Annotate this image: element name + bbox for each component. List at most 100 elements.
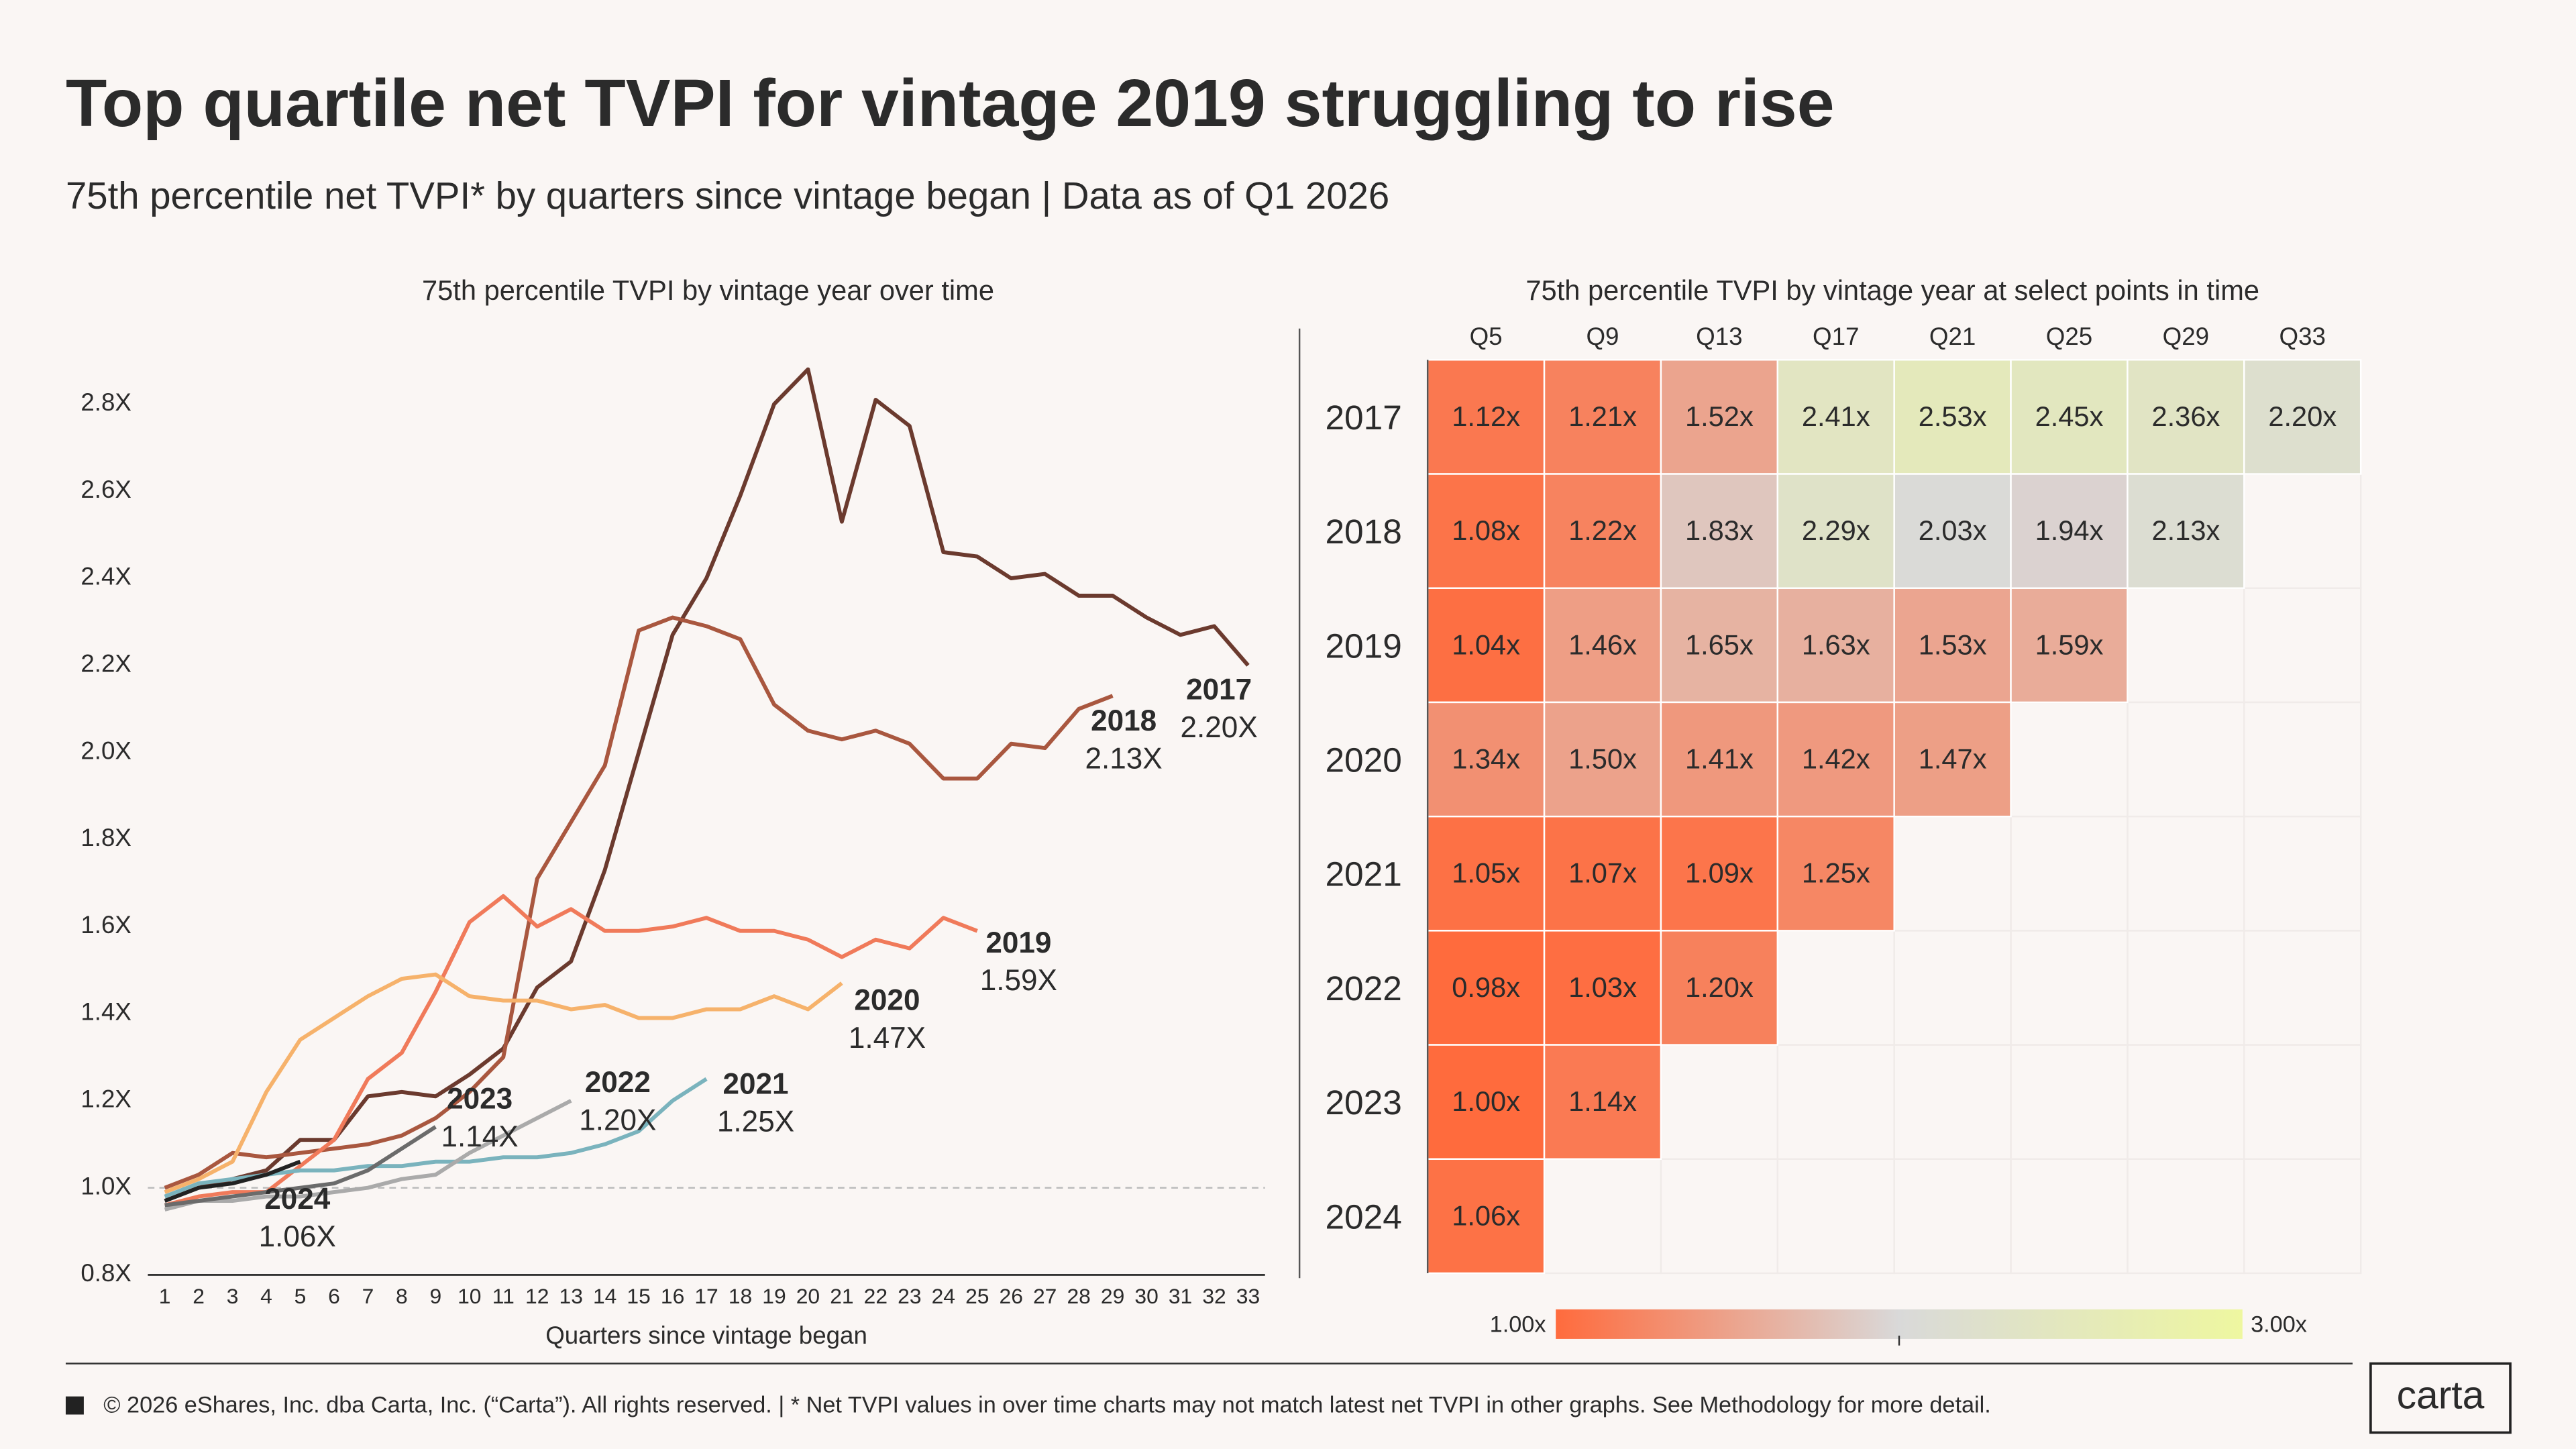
heatmap-cell — [1426, 473, 1546, 589]
x-tick-label: 1 — [159, 1284, 171, 1308]
cell-label: 0.98x — [1452, 971, 1520, 1003]
cell-label: 1.07x — [1568, 857, 1637, 889]
x-tick-label: 25 — [965, 1284, 989, 1308]
cell-label: 1.03x — [1568, 971, 1637, 1003]
heatmap-cell — [1776, 815, 1895, 932]
heatmap-cell — [1543, 930, 1662, 1046]
cell-label: 1.42x — [1802, 743, 1870, 774]
x-tick-label: 16 — [661, 1284, 684, 1308]
series-name-label: 2019 — [985, 926, 1051, 959]
x-tick-label: 12 — [525, 1284, 549, 1308]
row-label: 2018 — [1325, 512, 1401, 551]
cell-label: 1.06x — [1452, 1199, 1520, 1231]
cell-label: 1.09x — [1685, 857, 1754, 889]
heatmap-cell — [1543, 1044, 1662, 1160]
x-tick-label: 28 — [1067, 1284, 1090, 1308]
x-tick-label: 30 — [1134, 1284, 1158, 1308]
heatmap-cell — [1426, 1158, 1546, 1275]
x-tick-label: 14 — [593, 1284, 616, 1308]
x-tick-label: 21 — [830, 1284, 853, 1308]
series-line — [164, 1159, 301, 1203]
cell-label: 2.36x — [2151, 400, 2220, 432]
y-tick-label: 2.6X — [80, 476, 131, 503]
heatmap-cell — [1660, 930, 1779, 1046]
chart-title: 75th percentile TVPI by vintage year ove… — [422, 274, 994, 306]
column-label: Q13 — [1696, 323, 1742, 350]
y-tick-label: 2.0X — [80, 737, 131, 764]
column-label: Q33 — [2279, 323, 2326, 350]
page-subtitle: 75th percentile net TVPI* by quarters si… — [66, 174, 1389, 217]
cell-label: 1.20x — [1685, 971, 1754, 1003]
x-tick-label: 31 — [1169, 1284, 1192, 1308]
cell-label: 2.53x — [1919, 400, 1987, 432]
series-name-label: 2017 — [1186, 674, 1252, 706]
x-tick-label: 15 — [627, 1284, 650, 1308]
cell-label: 1.47x — [1919, 743, 1987, 774]
x-tick-label: 19 — [762, 1284, 786, 1308]
cell-label: 1.83x — [1685, 515, 1754, 546]
cell-label: 1.00x — [1452, 1085, 1520, 1117]
row-label: 2020 — [1325, 741, 1401, 780]
cell-label: 1.65x — [1685, 629, 1754, 660]
y-tick-label: 1.4X — [80, 998, 131, 1026]
cell-label: 2.41x — [1802, 400, 1870, 432]
x-tick-label: 20 — [796, 1284, 820, 1308]
y-tick-label: 2.8X — [80, 388, 131, 416]
footer-bullet — [65, 1396, 84, 1415]
x-tick-label: 29 — [1101, 1284, 1124, 1308]
series-name-label: 2022 — [585, 1066, 651, 1099]
y-tick-label: 2.4X — [80, 563, 131, 590]
x-tick-label: 7 — [362, 1284, 374, 1308]
heatmap-cell — [1776, 359, 1895, 475]
series-value-label: 1.20X — [579, 1104, 656, 1136]
cell-label: 1.22x — [1568, 515, 1637, 546]
series-name-label: 2023 — [447, 1082, 513, 1115]
series-value-label: 1.25X — [717, 1106, 794, 1138]
heatmap-cell — [2010, 473, 2129, 589]
y-tick-label: 1.0X — [80, 1172, 131, 1199]
grid-cell — [2243, 1158, 2362, 1275]
cell-label: 1.34x — [1452, 743, 1520, 774]
heatmap-cell — [1893, 587, 2012, 704]
x-tick-label: 17 — [694, 1284, 718, 1308]
x-tick-label: 33 — [1236, 1284, 1260, 1308]
series-line — [164, 1099, 572, 1212]
cell-label: 1.41x — [1685, 743, 1754, 774]
heatmap-cell — [1660, 701, 1779, 818]
heatmap-cell — [1426, 815, 1546, 932]
footer-text: © 2026 eShares, Inc. dba Carta, Inc. (“C… — [103, 1392, 1991, 1417]
heatmap-cell — [2127, 473, 2245, 589]
x-tick-label: 18 — [729, 1284, 752, 1308]
series-line — [164, 972, 843, 1194]
column-label: Q17 — [1813, 323, 1859, 350]
heatmap-cell — [1543, 359, 1662, 475]
series-value-label: 2.13X — [1085, 743, 1163, 775]
column-label: Q5 — [1470, 323, 1503, 350]
x-tick-label: 4 — [260, 1284, 272, 1308]
cell-label: 1.52x — [1685, 400, 1754, 432]
heatmap-cell — [1543, 701, 1662, 818]
x-tick-label: 6 — [328, 1284, 340, 1308]
y-tick-label: 1.2X — [80, 1085, 131, 1113]
x-tick-label: 22 — [864, 1284, 888, 1308]
heatmap-cell — [2243, 359, 2362, 475]
cell-label: 1.53x — [1919, 629, 1987, 660]
colorbar-max-label: 3.00x — [2251, 1311, 2307, 1337]
heatmap-cell — [1660, 815, 1779, 932]
cell-label: 1.14x — [1568, 1085, 1637, 1117]
cell-label: 1.46x — [1568, 629, 1637, 660]
heatmap-cell — [1776, 587, 1895, 704]
heatmap-cell — [1893, 701, 2012, 818]
colorbar-min-label: 1.00x — [1490, 1311, 1546, 1337]
x-tick-label: 32 — [1202, 1284, 1226, 1308]
cell-label: 1.08x — [1452, 515, 1520, 546]
x-tick-label: 2 — [193, 1284, 205, 1308]
heatmap-cell — [1893, 473, 2012, 589]
row-label: 2022 — [1325, 969, 1401, 1008]
heatmap-cell — [1543, 473, 1662, 589]
column-label: Q25 — [2046, 323, 2092, 350]
cell-label: 1.05x — [1452, 857, 1520, 889]
cell-label: 1.04x — [1452, 629, 1520, 660]
x-tick-label: 3 — [227, 1284, 239, 1308]
charts: 75th percentile TVPI by vintage year ove… — [80, 274, 2362, 1349]
